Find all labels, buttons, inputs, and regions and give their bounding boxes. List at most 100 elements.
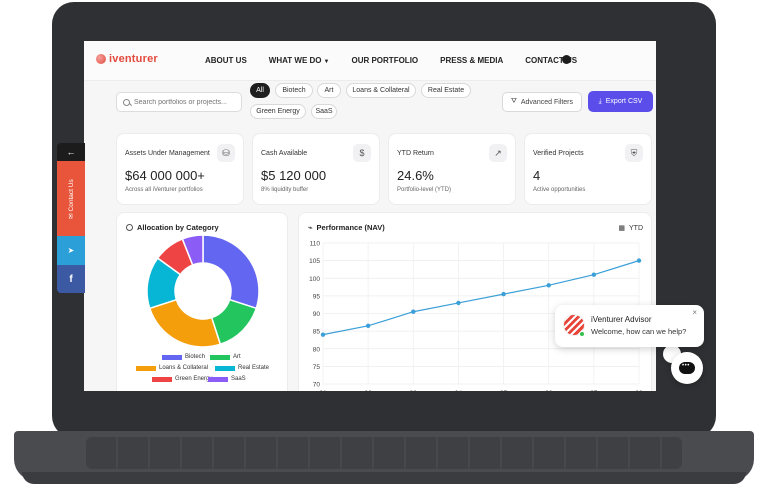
data-point[interactable] [501, 291, 506, 297]
trending-up-icon: ↗ [489, 144, 507, 162]
donut-slice-saas[interactable] [181, 234, 204, 266]
search-box [116, 92, 242, 112]
legend-label: Art [233, 354, 241, 360]
chip-art[interactable]: Art [317, 83, 341, 98]
chat-welcome-message: Welcome, how can we help? [591, 327, 687, 336]
y-tick-label: 85 [313, 329, 321, 336]
x-tick-label: 02 [365, 390, 373, 391]
chip-biotech[interactable]: Biotech [275, 83, 313, 98]
laptop-base-front [22, 472, 746, 484]
x-tick-label: 05 [500, 390, 508, 391]
donut-slice-loans-collateral[interactable] [148, 298, 222, 348]
pie-chart-icon [126, 224, 133, 231]
stat-sub: 8% liquidity buffer [261, 187, 309, 193]
line-chart-icon: ⌁ [308, 223, 313, 232]
close-icon[interactable]: × [692, 308, 697, 317]
search-input[interactable] [134, 98, 234, 106]
legend-item: Loans & Collateral [136, 365, 208, 371]
performance-panel: ⌁ Performance (NAV) ▦ YTD 70 75 80 85 90 95 100 1… [298, 212, 652, 391]
y-tick-label: 75 [313, 364, 321, 371]
chat-open-button[interactable] [671, 352, 703, 384]
calendar-icon: ▦ [618, 225, 625, 232]
export-csv-button[interactable]: ⤓ Export CSV [588, 91, 653, 112]
chip-saas[interactable]: SaaS [311, 104, 337, 119]
logo-mark-icon [96, 54, 106, 64]
database-icon: ⛁ [217, 144, 235, 162]
brand-logo[interactable]: iventurer [96, 53, 158, 65]
filter-icon: ⛛ [510, 98, 517, 105]
stat-sub: Active opportunities [533, 187, 586, 193]
stat-label: Cash Available [261, 150, 308, 157]
legend-label: Green Energy [175, 376, 213, 382]
data-point[interactable] [546, 283, 551, 288]
performance-title: ⌁ Performance (NAV) [308, 223, 385, 232]
legend-label: Biotech [185, 354, 206, 360]
y-tick-label: 100 [309, 276, 320, 283]
side-contact-us-button[interactable]: ✉ Contact Us [57, 161, 85, 236]
legend-label: Loans & Collateral [159, 365, 209, 371]
chip-real-estate[interactable]: Real Estate [421, 83, 471, 98]
side-contact-label: ✉ Contact Us [68, 179, 75, 219]
legend-swatch [215, 365, 235, 371]
chip-all[interactable]: All [250, 83, 270, 98]
user-icon[interactable] [562, 55, 571, 64]
allocation-title-text: Allocation by Category [137, 223, 219, 232]
data-point[interactable] [591, 272, 597, 277]
facebook-icon[interactable]: f [57, 265, 85, 293]
telegram-icon[interactable]: ➤ [57, 236, 85, 265]
nav-contact-us[interactable]: CONTACT US [525, 56, 578, 65]
x-tick-label: 03 [410, 390, 418, 391]
stat-card-verified: Verified Projects ⛨ 4 Active opportuniti… [524, 133, 652, 205]
performance-line-chart: 70 75 80 85 90 95 100 105 110 01 02 03 04 05 06 07 08 [309, 241, 643, 392]
shield-check-icon: ⛨ [625, 144, 643, 162]
data-point[interactable] [365, 323, 371, 329]
side-back-button[interactable]: ← [57, 143, 85, 161]
stat-label: YTD Return [397, 150, 434, 157]
laptop-keyboard [86, 437, 682, 469]
advanced-filters-button[interactable]: ⛛ Advanced Filters [502, 92, 582, 112]
stat-card-cash: Cash Available $ $5 120 000 8% liquidity… [252, 133, 380, 205]
logo-text: iventurer [109, 53, 158, 65]
chat-popup[interactable]: iVenturer Advisor Welcome, how can we he… [555, 305, 704, 347]
data-point[interactable] [636, 258, 642, 263]
allocation-donut [146, 234, 260, 348]
nav-what-we-do[interactable]: WHAT WE DO ▼ [269, 56, 330, 65]
data-point[interactable] [320, 332, 326, 337]
stat-sub: Portfolio-level (YTD) [397, 187, 452, 193]
stat-card-ytd: YTD Return ↗ 24.6% Portfolio-level (YTD) [388, 133, 516, 205]
chip-green-energy[interactable]: Green Energy [250, 104, 306, 119]
stat-value: $64 000 000+ [125, 168, 205, 183]
legend-swatch [136, 365, 156, 371]
y-tick-label: 90 [313, 311, 321, 318]
download-icon: ⤓ [598, 97, 602, 105]
y-tick-label: 95 [313, 293, 321, 300]
stat-label: Assets Under Management [125, 150, 210, 157]
donut-slice-biotech[interactable] [202, 234, 260, 310]
chip-loans-collateral[interactable]: Loans & Collateral [346, 83, 416, 98]
dollar-icon: $ [353, 144, 371, 162]
stat-value: 24.6% [397, 168, 434, 183]
chat-advisor-name: iVenturer Advisor [591, 315, 652, 324]
nav-links: ABOUT US WHAT WE DO ▼ OUR PORTFOLIO PRESS… [205, 56, 599, 65]
advanced-filters-label: Advanced Filters [520, 98, 574, 106]
legend-swatch [152, 376, 172, 382]
series-line [322, 260, 640, 336]
stat-value: $5 120 000 [261, 168, 327, 183]
nav-about-us[interactable]: ABOUT US [205, 56, 247, 65]
legend-label: SaaS [231, 376, 246, 382]
y-tick-label: 105 [309, 258, 320, 265]
x-tick-label: 06 [545, 390, 553, 391]
y-tick-label: 80 [313, 346, 321, 353]
period-selector[interactable]: ▦ YTD [618, 224, 643, 232]
stat-sub: Across all iVenturer portfolios [125, 187, 203, 193]
top-nav: iventurer ABOUT US WHAT WE DO ▼ OUR PORTF… [84, 41, 656, 81]
data-point[interactable] [411, 309, 416, 314]
nav-our-portfolio[interactable]: OUR PORTFOLIO [351, 56, 419, 65]
legend-item: Green Energy [152, 376, 212, 382]
legend-label: Real Estate [238, 365, 270, 371]
legend-item: SaaS [208, 376, 246, 382]
nav-press-media[interactable]: PRESS & MEDIA [440, 56, 504, 65]
x-tick-label: 08 [635, 390, 643, 391]
chevron-down-icon: ▼ [323, 59, 330, 65]
data-point[interactable] [456, 300, 461, 306]
